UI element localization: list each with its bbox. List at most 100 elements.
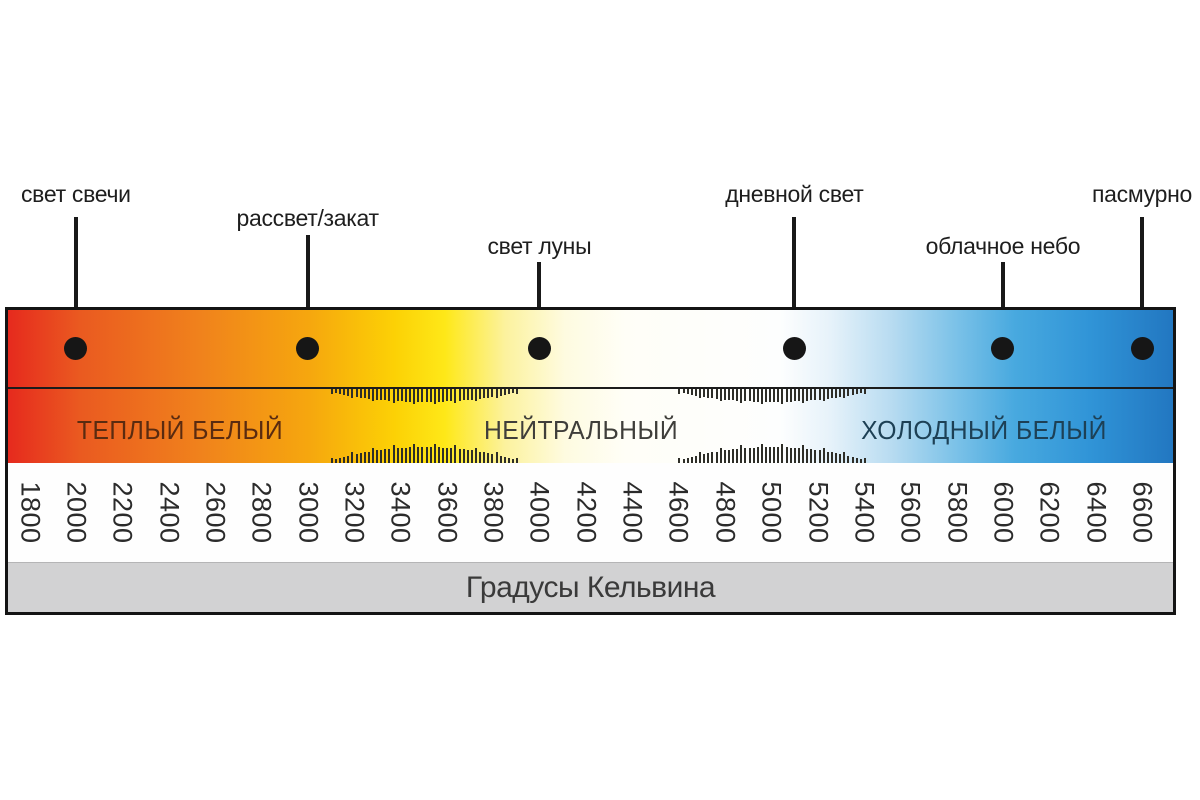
transition-tick	[429, 447, 432, 463]
transition-tick	[789, 447, 792, 463]
transition-tick	[711, 452, 714, 463]
transition-tick	[495, 451, 498, 463]
transition-tick	[442, 447, 445, 463]
scale-frame: ТЕПЛЫЙ БЕЛЫЙ НЕЙТРАЛЬНЫЙ ХОЛОДНЫЙ БЕЛЫЙ 18…	[5, 307, 1176, 615]
transition-tick	[699, 451, 702, 463]
transition-tick	[740, 445, 743, 463]
transition-tick	[769, 389, 772, 402]
transition-tick	[707, 453, 710, 463]
transition-tick	[437, 447, 440, 463]
transition-tick	[752, 389, 755, 402]
transition-tick	[458, 389, 461, 401]
transition-tick	[744, 448, 747, 463]
transition-tick	[409, 447, 412, 463]
transition-tick	[466, 449, 469, 463]
marker-leader-line	[792, 217, 797, 348]
transition-tick	[863, 458, 866, 463]
transition-tick	[839, 389, 842, 398]
transition-tick	[715, 389, 718, 399]
transition-tick	[516, 389, 519, 394]
marker-label: свет свечи	[20, 181, 131, 207]
transition-tick	[806, 448, 809, 463]
transition-tick	[433, 389, 436, 404]
transition-tick	[707, 389, 710, 398]
transition-tick	[433, 444, 436, 463]
transition-tick	[835, 453, 838, 463]
transition-tick	[384, 389, 387, 401]
transition-tick	[686, 457, 689, 463]
transition-tick	[355, 453, 358, 463]
transition-tick	[413, 444, 416, 463]
transition-tick	[343, 456, 346, 463]
transition-tick	[843, 451, 846, 463]
marker-label: пасмурно	[1092, 181, 1192, 207]
transition-tick	[810, 389, 813, 401]
transition-tick	[723, 389, 726, 400]
transition-tick	[760, 389, 763, 404]
transition-tick	[466, 389, 469, 400]
transition-tick	[462, 389, 465, 401]
marker-label: дневной свет	[725, 181, 864, 207]
transition-tick	[330, 458, 333, 463]
transition-tick	[826, 389, 829, 399]
zone-label: НЕЙТРАЛЬНЫЙ	[484, 415, 679, 445]
transition-tick	[806, 389, 809, 401]
transition-tick	[380, 389, 383, 400]
transition-tick	[802, 389, 805, 403]
transition-tick	[376, 450, 379, 463]
transition-tick	[417, 389, 420, 402]
transition-tick	[483, 389, 486, 399]
transition-tick	[380, 449, 383, 463]
transition-tick	[516, 458, 519, 463]
transition-tick	[835, 389, 838, 398]
transition-tick	[396, 389, 399, 402]
transition-tick	[760, 444, 763, 463]
transition-tick	[826, 451, 829, 463]
transition-tick	[682, 389, 685, 394]
transition-tick	[736, 448, 739, 463]
transition-tick	[855, 457, 858, 463]
transition-tick	[727, 389, 730, 400]
transition-tick	[773, 389, 776, 402]
transition-tick	[859, 389, 862, 394]
transition-tick	[475, 389, 477, 402]
transition-tick	[491, 453, 494, 463]
marker-label: облачное небо	[925, 233, 1081, 259]
marker-dot	[991, 336, 1015, 360]
transition-tick	[507, 457, 510, 463]
transition-tick	[512, 389, 515, 394]
transition-tick	[715, 451, 718, 463]
marker-label: рассвет/закат	[236, 205, 379, 231]
transition-tick	[487, 389, 490, 398]
marker-leader-line	[1000, 262, 1005, 348]
transition-tick	[351, 389, 354, 399]
transition-tick	[413, 389, 416, 404]
transition-tick	[442, 389, 445, 402]
transition-tick	[756, 447, 759, 463]
transition-tick	[462, 449, 465, 463]
transition-tick	[748, 447, 751, 463]
transition-tick	[859, 459, 862, 463]
transition-tick	[752, 447, 755, 463]
transition-tick	[450, 448, 453, 463]
transition-tick	[678, 458, 681, 463]
transition-tick	[495, 389, 498, 399]
marker-leader-line	[537, 262, 542, 348]
transition-tick	[372, 447, 374, 463]
transition-tick	[789, 389, 792, 402]
transition-tick	[822, 447, 825, 463]
transition-tick	[437, 389, 440, 402]
marker-dot	[296, 336, 320, 360]
marker-leader-line	[305, 235, 310, 348]
zone-label: ТЕПЛЫЙ БЕЛЫЙ	[77, 415, 284, 445]
transition-tick	[363, 452, 366, 463]
transition-tick	[830, 389, 833, 399]
transition-tick	[694, 455, 697, 463]
transition-tick	[719, 389, 722, 402]
transition-tick	[736, 389, 739, 401]
transition-tick	[748, 389, 751, 402]
transition-tick	[503, 456, 506, 463]
transition-tick	[392, 445, 395, 463]
transition-tick	[678, 389, 681, 394]
transition-tick	[355, 389, 358, 398]
